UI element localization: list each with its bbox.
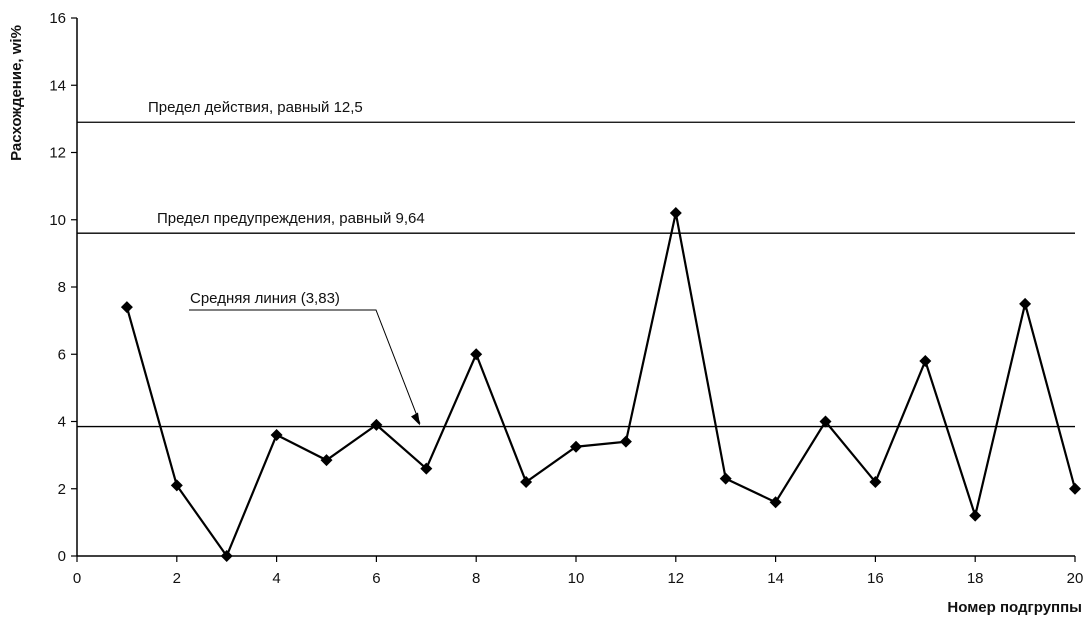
x-tick-label: 4 <box>272 570 280 587</box>
y-tick-label: 2 <box>58 481 66 498</box>
series-line <box>125 212 1077 559</box>
data-point-marker <box>969 509 982 522</box>
data-point-marker <box>919 354 932 367</box>
y-tick-label: 4 <box>58 414 66 431</box>
x-tick-label: 14 <box>767 570 784 587</box>
action-limit-label: Предел действия, равный 12,5 <box>148 99 363 116</box>
data-point-marker <box>320 454 333 467</box>
y-tick-label: 8 <box>58 279 66 296</box>
data-point-marker <box>570 440 582 453</box>
y-tick-label: 0 <box>58 548 66 565</box>
x-tick-label: 16 <box>867 570 884 587</box>
data-point-marker <box>669 207 682 220</box>
y-tick-label: 6 <box>58 346 66 363</box>
data-point-marker <box>270 428 283 441</box>
center-line-label: Средняя линия (3,83) <box>190 290 340 307</box>
data-point-marker <box>370 418 383 431</box>
x-tick-label: 20 <box>1067 570 1084 587</box>
x-tick-label: 18 <box>967 570 984 587</box>
x-tick-label: 8 <box>472 570 480 587</box>
data-point-marker <box>520 476 533 489</box>
data-point-marker <box>420 462 433 475</box>
data-point-marker <box>869 476 882 489</box>
data-point-marker <box>120 301 133 314</box>
data-point-marker <box>1069 482 1081 495</box>
x-tick-label: 2 <box>173 570 181 587</box>
center-line-leader <box>189 309 421 424</box>
x-tick-label: 12 <box>667 570 684 587</box>
data-point-marker <box>619 435 632 448</box>
data-point-marker <box>719 472 732 485</box>
data-point-marker <box>1019 297 1032 310</box>
y-tick-label: 14 <box>49 77 66 94</box>
x-tick-label: 6 <box>372 570 380 587</box>
data-point-marker <box>470 348 483 361</box>
data-point-marker <box>170 479 183 492</box>
x-tick-label: 0 <box>73 570 81 587</box>
y-tick-label: 10 <box>49 212 66 229</box>
data-point-marker <box>819 415 832 428</box>
arrowhead-icon <box>411 412 420 426</box>
y-tick-label: 12 <box>49 145 66 162</box>
data-point-marker <box>769 496 782 509</box>
data-point-marker <box>220 550 233 562</box>
y-axis-title: Расхождение, wi% <box>8 25 25 161</box>
x-tick-label: 10 <box>568 570 585 587</box>
y-tick-label: 16 <box>49 10 66 27</box>
warning-limit-label: Предел предупреждения, равный 9,64 <box>157 210 425 227</box>
x-axis-title: Номер подгруппы <box>947 599 1082 616</box>
